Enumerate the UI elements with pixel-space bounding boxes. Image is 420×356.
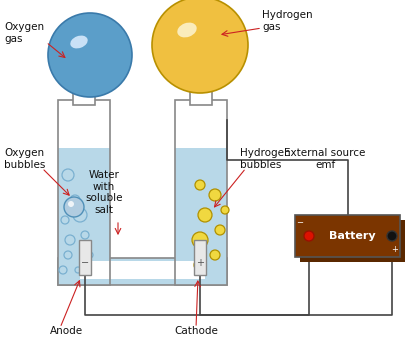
Bar — [194, 240, 206, 275]
Bar — [80, 261, 205, 279]
Text: −: − — [81, 258, 89, 268]
Bar — [79, 240, 91, 275]
Text: +: + — [196, 258, 204, 268]
Bar — [59, 101, 109, 148]
Text: +: + — [391, 245, 399, 253]
Bar — [295, 215, 400, 257]
Text: −: − — [297, 219, 304, 227]
Bar — [58, 148, 110, 285]
Circle shape — [387, 231, 397, 241]
Text: Cathode: Cathode — [174, 326, 218, 336]
Circle shape — [152, 0, 248, 93]
Circle shape — [64, 197, 84, 217]
Bar — [58, 100, 110, 285]
Circle shape — [198, 208, 212, 222]
Bar — [300, 220, 405, 262]
Circle shape — [209, 189, 221, 201]
Ellipse shape — [70, 36, 88, 48]
Bar — [58, 258, 227, 285]
Text: External source
emf: External source emf — [284, 148, 366, 169]
Bar — [176, 101, 226, 148]
Bar — [175, 148, 227, 285]
Text: Anode: Anode — [50, 326, 83, 336]
Text: Hydrogen
gas: Hydrogen gas — [262, 10, 312, 32]
Circle shape — [210, 250, 220, 260]
Circle shape — [192, 232, 208, 248]
Text: Water
with
soluble
salt: Water with soluble salt — [85, 170, 123, 215]
Circle shape — [215, 225, 225, 235]
Bar — [175, 100, 227, 285]
Circle shape — [304, 231, 314, 241]
Text: Oxygen
bubbles: Oxygen bubbles — [4, 148, 45, 169]
Text: Battery: Battery — [329, 231, 376, 241]
Ellipse shape — [177, 22, 197, 37]
Circle shape — [194, 259, 206, 271]
Text: Hydrogen
bubbles: Hydrogen bubbles — [240, 148, 291, 169]
Circle shape — [221, 206, 229, 214]
Circle shape — [195, 180, 205, 190]
Bar — [73, 65, 95, 105]
Bar — [190, 65, 212, 105]
Circle shape — [48, 13, 132, 97]
Text: Oxygen
gas: Oxygen gas — [4, 22, 44, 43]
Circle shape — [68, 201, 74, 207]
